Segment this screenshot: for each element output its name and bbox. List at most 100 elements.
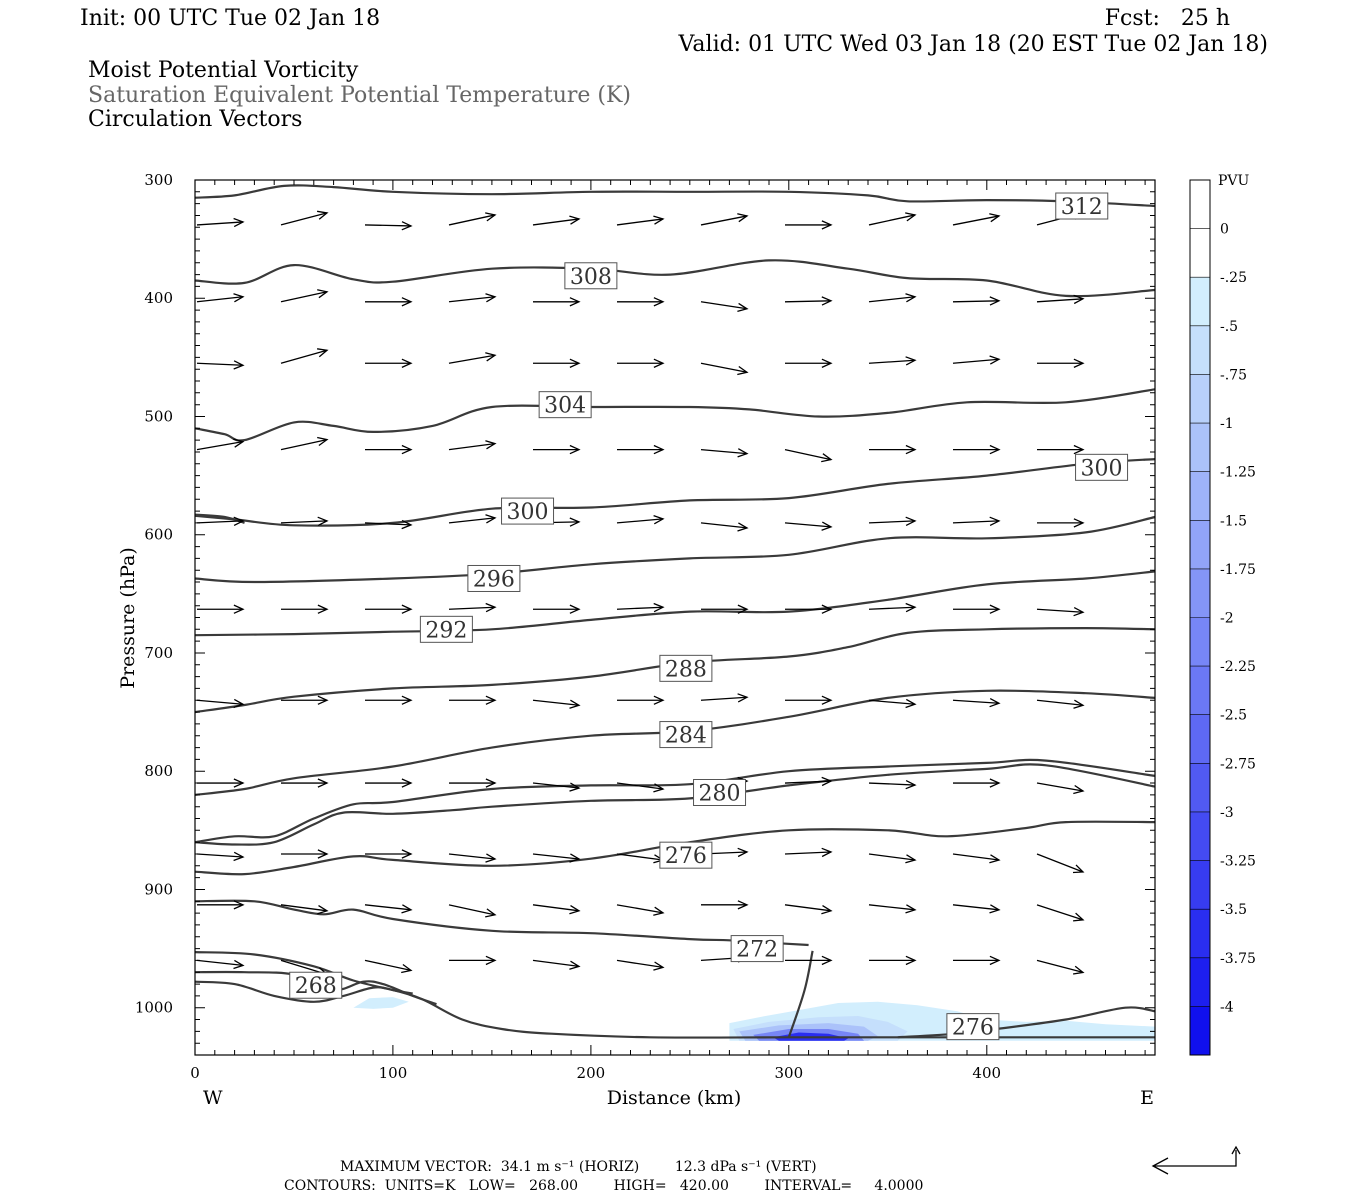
plot-frame: [194, 179, 1156, 1056]
colorbar-level-label: -3.75: [1220, 951, 1256, 967]
circulation-vector: [784, 448, 833, 463]
circulation-vector: [616, 215, 665, 226]
circulation-vector: [448, 352, 497, 364]
circulation-vector: [868, 602, 917, 613]
colorbar-level-label: -2.25: [1220, 659, 1256, 675]
theta-contour: [194, 259, 1156, 298]
circulation-vector: [449, 955, 497, 966]
circulation-vector: [616, 602, 665, 613]
colorbar-band: [1190, 714, 1210, 764]
circulation-vector: [785, 220, 833, 230]
reference-vector-icon: [1151, 1145, 1241, 1175]
circulation-vector: [700, 301, 749, 313]
circulation-vector: [868, 293, 917, 303]
svg-text:288: 288: [665, 657, 707, 682]
circulation-vector: [868, 516, 917, 526]
circulation-vector: [532, 904, 581, 915]
y-tick-labels: 300 400 500 600 700 800 900 1000: [135, 171, 173, 1017]
contour-label: 300: [1075, 453, 1129, 481]
svg-text:300: 300: [507, 500, 549, 525]
circulation-vector: [1037, 518, 1085, 528]
circulation-vector: [1036, 607, 1085, 617]
circulation-vector: [785, 695, 833, 705]
circulation-vector: [953, 955, 1001, 966]
contour-label: 312: [1055, 192, 1109, 220]
x-tick-label: 200: [577, 1064, 606, 1082]
forecast-hour-label: Fcst: 25 h: [1105, 6, 1230, 31]
circulation-vector: [532, 782, 581, 792]
x-tick-label: 300: [774, 1064, 803, 1082]
circulation-vector: [365, 297, 413, 307]
theta-contour: [787, 950, 814, 1038]
x-tick-label: 100: [379, 1064, 408, 1082]
circulation-vector: [365, 444, 413, 455]
contour-label: 292: [419, 615, 473, 643]
circulation-vector: [952, 904, 1001, 914]
theta-contour: [194, 899, 809, 947]
circulation-vector: [952, 355, 1001, 365]
circulation-vector: [365, 778, 413, 788]
x-tick-label: 0: [190, 1064, 200, 1082]
circulation-vector: [1036, 699, 1085, 709]
circulation-vector: [617, 358, 665, 368]
svg-text:292: 292: [425, 618, 467, 643]
circulation-vector: [616, 782, 665, 793]
circulation-vector: [616, 959, 665, 971]
colorbar-band: [1190, 520, 1210, 569]
circulation-vector: [868, 904, 917, 914]
colorbar-level-label: -3.5: [1220, 902, 1247, 918]
colorbar-title: PVU: [1218, 173, 1250, 189]
theta-contour: [194, 515, 1156, 584]
contour-label: 296: [467, 564, 521, 592]
circulation-vector: [952, 296, 1001, 306]
circulation-vector: [700, 213, 749, 226]
circulation-vector: [281, 695, 329, 705]
svg-text:304: 304: [544, 394, 586, 419]
circulation-vector: [532, 853, 581, 863]
colorbar-band: [1190, 617, 1210, 667]
field-title-vectors: Circulation Vectors: [88, 107, 302, 132]
circulation-vector: [784, 904, 833, 915]
svg-text:284: 284: [665, 724, 707, 749]
pv-shading: [353, 997, 1155, 1041]
circulation-vector: [1037, 358, 1085, 368]
circulation-vector: [953, 604, 1001, 614]
circulation-vector: [617, 297, 665, 307]
contour-label: 288: [659, 654, 713, 682]
circulation-vector: [952, 853, 1001, 864]
y-tick-label: 300: [144, 171, 173, 189]
colorbar-level-label: -3.25: [1220, 854, 1256, 870]
circulation-vector: [448, 212, 497, 226]
theta-contour: [194, 820, 1156, 876]
colorbar-band: [1190, 860, 1210, 910]
circulation-vector: [196, 851, 245, 862]
circulation-vector: [784, 296, 833, 306]
circulation-vector: [952, 516, 1001, 526]
circulation-vector: [1036, 294, 1085, 305]
colorbar-level-label: -1.75: [1220, 562, 1256, 578]
contour-label: 284: [659, 721, 713, 749]
west-label: W: [203, 1087, 223, 1109]
circulation-vector: [868, 212, 917, 226]
x-tick-label: 400: [972, 1064, 1001, 1082]
pv-colorbar: 0 -.25 -.5 -.75 -1 -1.25 -1.5 -1.75 -2 -2.25 -2.5 -…: [1189, 179, 1256, 1056]
circulation-vectors: [196, 210, 1085, 977]
circulation-vector: [449, 695, 497, 705]
circulation-vector: [1036, 782, 1085, 795]
circulation-vector: [868, 853, 917, 864]
colorbar-level-label: -2.75: [1220, 756, 1256, 772]
circulation-vector: [196, 293, 245, 303]
circulation-vector: [196, 360, 245, 370]
circulation-vector: [365, 604, 413, 614]
circulation-vector: [784, 521, 833, 531]
theta-contour: [194, 763, 1156, 846]
circulation-vector: [197, 778, 245, 788]
circulation-vector: [868, 356, 917, 366]
circulation-vector: [616, 853, 665, 864]
circulation-vector: [869, 955, 917, 966]
circulation-vector: [700, 522, 749, 532]
contour-label: 300: [501, 497, 555, 525]
contour-label: 276: [659, 841, 713, 869]
circulation-vector: [448, 904, 497, 918]
svg-text:276: 276: [665, 844, 707, 869]
